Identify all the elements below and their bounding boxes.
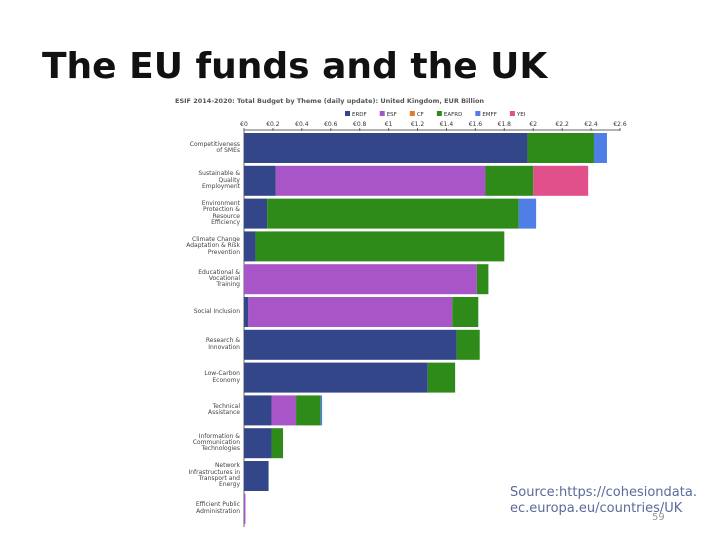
category-text: Network Infrastructures in Transport and… — [188, 462, 240, 489]
bar-segment — [518, 198, 537, 229]
y-tick-label: Low-Carbon Economy — [176, 363, 240, 393]
bar-segment — [248, 297, 453, 327]
category-text: Efficient Public Administration — [195, 501, 240, 515]
bar-segment — [244, 231, 256, 262]
bar-segment — [452, 297, 479, 327]
y-tick-label: Environment Protection & Resource Effici… — [176, 199, 240, 229]
bar-segment — [244, 165, 276, 196]
category-text: Climate Change Adaptation & Risk Prevent… — [186, 235, 240, 256]
category-text: Sustainable & Quality Employment — [198, 170, 240, 190]
category-text: Information & Communication Technologies — [192, 432, 240, 453]
bar-segment — [244, 395, 272, 426]
y-tick-label: Efficient Public Administration — [176, 494, 240, 524]
y-tick-label: Research & Innovation — [176, 330, 240, 360]
x-tick-label: €1.8 — [498, 121, 512, 128]
bar-segment — [267, 198, 519, 229]
bar-segment — [271, 428, 284, 459]
category-text: Environment Protection & Resource Effici… — [201, 199, 240, 226]
bar-segment — [244, 329, 457, 360]
chart-title: ESIF 2014-2020: Total Budget by Theme (d… — [175, 97, 484, 105]
bar-segment — [244, 362, 428, 393]
legend-label: EMFF — [482, 112, 497, 118]
y-tick-label: Climate Change Adaptation & Risk Prevent… — [176, 231, 240, 261]
bar-segment — [244, 264, 477, 295]
y-tick-label: Network Infrastructures in Transport and… — [176, 461, 240, 491]
y-tick-label: Competitiveness of SMEs — [176, 133, 240, 163]
bar-segment — [244, 133, 528, 163]
x-tick-label: €2.6 — [613, 121, 627, 128]
x-tick-label: €1.2 — [411, 121, 425, 128]
x-tick-label: €0.8 — [353, 121, 367, 128]
slide-title: The EU funds and the UK — [42, 46, 548, 87]
bar-segment — [320, 395, 323, 426]
bar-segment — [296, 395, 321, 426]
bar-segment — [456, 329, 480, 360]
source-line: Source:https://cohesiondata. — [510, 485, 697, 500]
legend-label: YEI — [516, 112, 526, 118]
x-tick-label: €0.4 — [295, 121, 309, 128]
bar-segment — [244, 428, 272, 459]
bar-segment — [271, 395, 297, 426]
x-tick-label: €0.2 — [266, 121, 280, 128]
legend-label: CF — [417, 112, 424, 118]
category-text: Technical Assistance — [208, 402, 240, 417]
category-text: Competitiveness of SMEs — [189, 140, 240, 154]
y-tick-label: Technical Assistance — [176, 395, 240, 425]
bar-segment — [244, 297, 249, 327]
x-tick-label: €0 — [240, 121, 248, 128]
legend-swatch — [345, 111, 350, 116]
category-text: Social Inclusion — [193, 307, 240, 315]
y-tick-label: Information & Communication Technologies — [176, 428, 240, 458]
category-text: Low-Carbon Economy — [204, 370, 240, 384]
y-tick-label: Educational & Vocational Training — [176, 264, 240, 294]
x-tick-label: €0.6 — [324, 121, 338, 128]
bar-segment — [244, 198, 268, 229]
page-number: 59 — [652, 512, 665, 523]
legend-swatch — [436, 111, 442, 116]
x-tick-label: €1.6 — [469, 121, 483, 128]
y-tick-label: Social Inclusion — [176, 297, 240, 327]
bar-segment — [275, 165, 486, 196]
category-text: Educational & Vocational Training — [198, 268, 240, 289]
x-tick-label: €1 — [385, 121, 393, 128]
legend-label: ERDF — [352, 112, 367, 118]
legend-label: EAFRD — [444, 112, 462, 118]
bar-segment — [476, 264, 489, 295]
x-tick-label: €2.4 — [584, 121, 598, 128]
legend-swatch — [509, 111, 515, 116]
bar-segment — [244, 493, 246, 524]
source-line: ec.europa.eu/countries/UK — [510, 501, 683, 516]
bar-segment — [593, 133, 607, 163]
x-tick-label: €2 — [529, 121, 537, 128]
bar-segment — [533, 165, 589, 196]
bar-segment — [485, 165, 534, 196]
x-tick-label: €2.2 — [555, 121, 569, 128]
legend-swatch — [475, 111, 481, 116]
x-tick-label: €1.4 — [440, 121, 454, 128]
category-text: Research & Innovation — [205, 337, 240, 351]
bar-segment — [244, 461, 269, 491]
bar-segment — [527, 133, 594, 163]
bar-segment — [427, 362, 456, 393]
y-tick-label: Sustainable & Quality Employment — [176, 166, 240, 196]
legend-swatch — [379, 111, 385, 116]
legend-swatch — [409, 111, 415, 116]
legend-label: ESF — [387, 112, 397, 118]
bar-segment — [255, 231, 505, 262]
